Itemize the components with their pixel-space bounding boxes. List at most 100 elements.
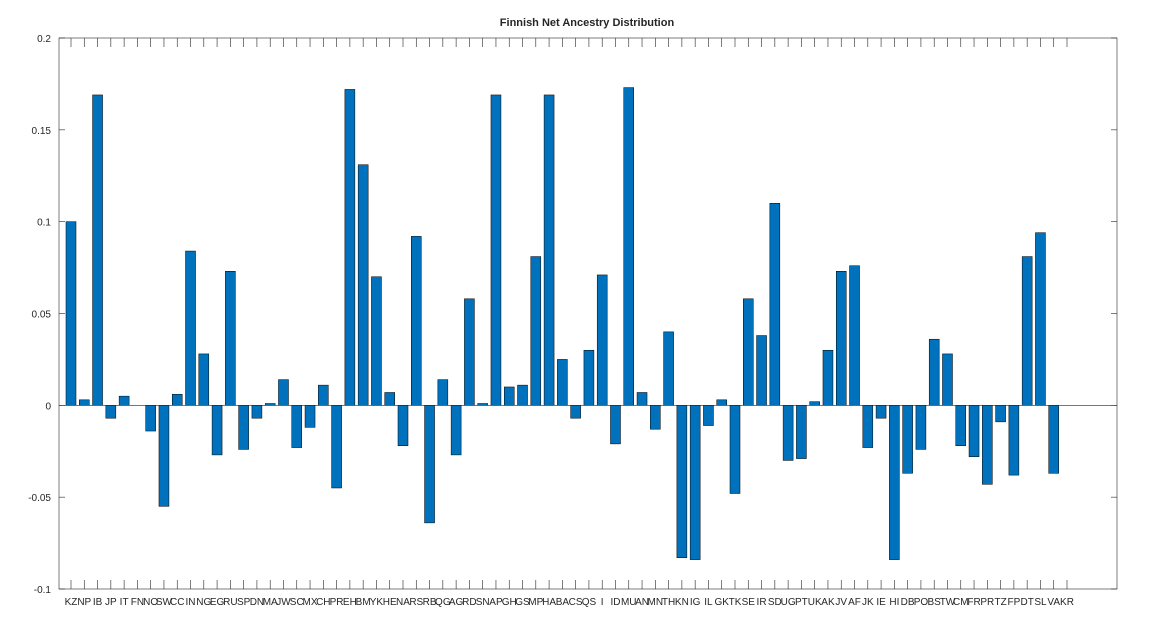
bar-dn-14 <box>251 405 263 419</box>
bar-na-25 <box>397 405 409 446</box>
bars-layer <box>65 87 1059 560</box>
x-tick-label: SP <box>237 597 251 608</box>
bar-rd-30 <box>464 298 475 406</box>
bar-in-9 <box>185 250 196 406</box>
x-tick-label: PO <box>914 597 929 608</box>
x-tick-label: AK <box>821 597 835 608</box>
bar-bm-22 <box>357 164 369 406</box>
bar-pt-55 <box>796 405 807 459</box>
bar-it-4 <box>118 395 130 406</box>
x-tick-label: IT <box>120 597 129 608</box>
bar-jk-60 <box>862 405 874 448</box>
bar-mn-44 <box>650 405 661 430</box>
bar-gs-34 <box>517 384 528 406</box>
x-tick-label: I <box>601 597 604 608</box>
bar-sp-13 <box>238 405 249 450</box>
bar-tz-70 <box>995 405 1006 423</box>
bar-gh-33 <box>503 386 515 406</box>
x-tick-label: PR <box>330 597 344 608</box>
bar-ng-10 <box>198 353 210 406</box>
x-tick-label: EG <box>210 597 225 608</box>
x-tick-label: AF <box>848 597 861 608</box>
bar-mu-42 <box>623 87 635 406</box>
x-tick-label: CC <box>170 597 184 608</box>
bar-ap-32 <box>490 94 502 406</box>
bar-sc-17 <box>291 405 303 448</box>
x-tick-label: IE <box>876 597 886 608</box>
bar-cc-8 <box>171 394 183 406</box>
y-tick-label: -0.05 <box>28 493 51 504</box>
x-tick-label: BA <box>556 597 570 608</box>
x-tick-label: NP <box>77 597 91 608</box>
bar-sd-53 <box>769 203 781 406</box>
bar-va-74 <box>1048 405 1059 474</box>
x-tick-label: DT <box>1020 597 1033 608</box>
x-tick-label: YK <box>370 597 384 608</box>
bar-pr-69 <box>982 405 993 485</box>
x-tick-label: JW <box>276 597 291 608</box>
bar-qg-28 <box>437 379 449 406</box>
x-tick-label: QG <box>435 597 451 608</box>
x-tick-label: IR <box>757 597 767 608</box>
bar-i-40 <box>596 274 608 406</box>
y-tick-label: 0 <box>45 401 51 412</box>
bar-af-59 <box>849 265 860 406</box>
bar-yk-23 <box>371 276 382 406</box>
bar-cs-38 <box>570 405 581 419</box>
bar-ug-54 <box>782 405 794 461</box>
bar-sl-73 <box>1035 232 1046 406</box>
bar-pr-20 <box>331 405 342 489</box>
x-tick-label: HI <box>889 597 899 608</box>
x-tick-label: NA <box>396 597 410 608</box>
y-tick-label: 0.1 <box>37 218 51 229</box>
x-tick-label: MX <box>303 597 318 608</box>
bar-ib-2 <box>92 94 103 406</box>
x-tick-label: AP <box>489 597 503 608</box>
bar-ak-57 <box>822 349 834 406</box>
bar-kn-46 <box>676 405 688 559</box>
bar-th-45 <box>663 331 674 406</box>
x-tick-label: ID <box>610 597 620 608</box>
bar-ir-52 <box>756 335 767 406</box>
x-tick-label: NG <box>196 597 211 608</box>
x-tick-label: CH <box>316 597 330 608</box>
chart-title: Finnish Net Ancestry Distribution <box>500 17 675 29</box>
x-tick-label: GK <box>714 597 729 608</box>
x-tick-label: CS <box>569 597 583 608</box>
x-tick-label: JV <box>835 597 847 608</box>
x-tick-label: UK <box>808 597 822 608</box>
bar-dt-72 <box>1021 256 1033 406</box>
x-tick-label: RU <box>223 597 237 608</box>
bar-ch-19 <box>318 384 329 406</box>
bar-ba-37 <box>557 359 568 406</box>
x-tick-label: GH <box>502 597 517 608</box>
bar-rs-26 <box>411 236 422 406</box>
bar-an-43 <box>636 392 648 406</box>
x-tick-label: RS <box>409 597 423 608</box>
x-tick-label: KN <box>675 597 689 608</box>
bar-se-51 <box>743 298 754 406</box>
bar-kz-0 <box>65 221 77 406</box>
x-tick-label: PR <box>980 597 994 608</box>
x-tick-label: KZ <box>65 597 78 608</box>
x-tick-label: CM <box>953 597 969 608</box>
x-tick-label: VA <box>1047 597 1060 608</box>
bar-tw-66 <box>942 353 953 406</box>
bar-bs-65 <box>928 338 940 406</box>
bar-mx-18 <box>304 405 316 428</box>
bar-he-24 <box>384 392 395 406</box>
x-tick-label: BM <box>356 597 371 608</box>
x-tick-label: HA <box>542 597 556 608</box>
x-tick-label: AG <box>449 597 464 608</box>
bar-eg-11 <box>211 405 223 456</box>
x-tick-label: SD <box>768 597 782 608</box>
x-tick-label: AN <box>635 597 649 608</box>
y-tick-label: 0.15 <box>32 126 52 137</box>
bar-tk-50 <box>729 405 741 494</box>
axes-layer <box>58 37 1118 590</box>
x-tick-label: EH <box>343 597 357 608</box>
x-tick-label: MA <box>263 597 278 608</box>
bar-po-64 <box>915 405 927 450</box>
